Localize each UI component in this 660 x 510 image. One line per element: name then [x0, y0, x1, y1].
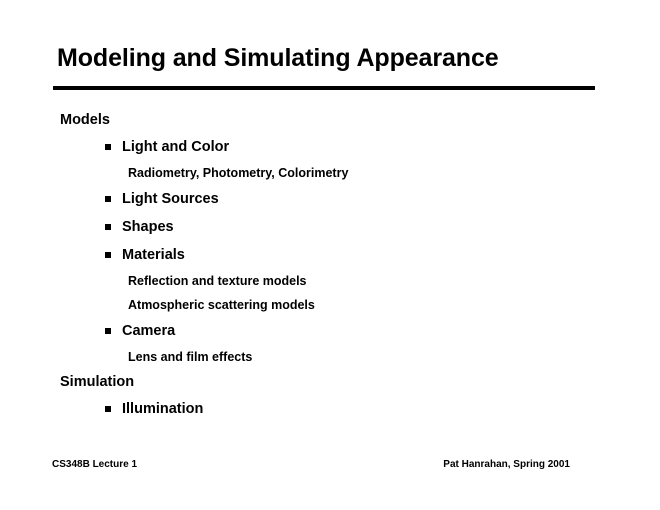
- slide-body: Models Light and Color Radiometry, Photome…: [0, 107, 660, 423]
- filled-square-bullet-icon: [105, 252, 111, 258]
- bullet-item: Light and Color: [105, 133, 660, 161]
- footer-author-label: Pat Hanrahan, Spring 2001: [443, 459, 570, 470]
- footer-course-label: CS348B Lecture 1: [52, 459, 138, 470]
- sub-item-label: Reflection and texture models: [128, 274, 307, 288]
- outline-section: Simulation Illumination: [0, 369, 660, 423]
- filled-square-bullet-icon: [105, 224, 111, 230]
- sub-item-label: Lens and film effects: [128, 350, 253, 364]
- bullet-item: Shapes: [105, 213, 660, 241]
- bullet-item: Camera: [105, 317, 660, 345]
- sub-item-label: Atmospheric scattering models: [128, 298, 315, 312]
- bullet-item-label: Light Sources: [122, 191, 219, 207]
- filled-square-bullet-icon: [105, 144, 111, 150]
- bullet-item-label: Light and Color: [122, 139, 230, 155]
- bullet-item: Illumination: [105, 395, 660, 423]
- section-heading: Models: [60, 112, 110, 128]
- bullet-item-label: Materials: [122, 247, 185, 263]
- bullet-item-label: Camera: [122, 323, 176, 339]
- bullet-item: Light Sources: [105, 185, 660, 213]
- bullet-item-label: Shapes: [122, 219, 174, 235]
- bullet-item-label: Illumination: [122, 401, 204, 417]
- title-divider-rule: [53, 86, 595, 90]
- filled-square-bullet-icon: [105, 328, 111, 334]
- sub-item-label: Radiometry, Photometry, Colorimetry: [128, 166, 349, 180]
- filled-square-bullet-icon: [105, 196, 111, 202]
- filled-square-bullet-icon: [105, 406, 111, 412]
- section-heading: Simulation: [60, 374, 135, 390]
- page-title: Modeling and Simulating Appearance: [57, 44, 499, 72]
- bullet-item: Materials: [105, 241, 660, 269]
- outline-section: Models Light and Color Radiometry, Photome…: [0, 107, 660, 369]
